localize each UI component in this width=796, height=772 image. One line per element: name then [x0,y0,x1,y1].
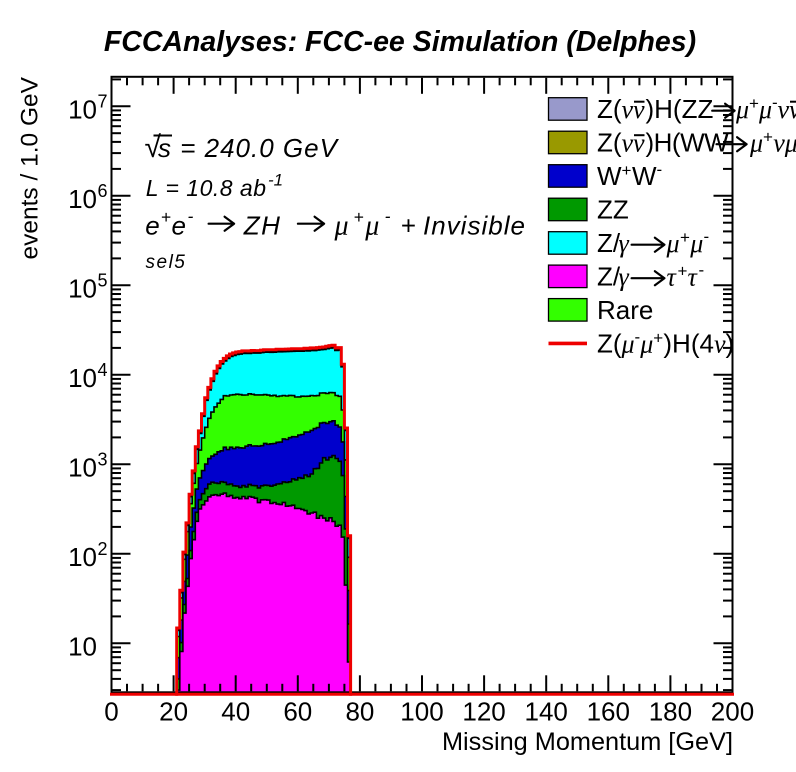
svg-text:10: 10 [68,453,97,483]
svg-text:τ: τ [667,263,678,292]
svg-text:+: + [680,228,690,247]
svg-text:2: 2 [98,539,108,559]
svg-text:τ: τ [688,263,699,292]
svg-text:-: - [772,93,778,112]
svg-text:0: 0 [104,697,118,727]
svg-text:120: 120 [462,697,505,727]
svg-text:)H(4: )H(4 [663,329,714,359]
svg-text:10: 10 [68,95,97,125]
svg-text:μ: μ [735,95,749,124]
svg-text:L = 10.8 ab: L = 10.8 ab [146,175,267,201]
svg-text:e: e [145,211,159,241]
svg-text:W: W [597,161,622,191]
svg-text:7: 7 [98,92,108,112]
svg-text:): ) [726,329,735,359]
svg-text:80: 80 [345,697,374,727]
svg-text:√: √ [145,131,162,164]
svg-text:ZH: ZH [243,211,282,241]
svg-text:Z(: Z( [597,94,622,124]
svg-text:μ: μ [689,229,703,258]
svg-text:+: + [401,211,416,241]
svg-text:ν: ν [714,330,726,359]
svg-text:Z/: Z/ [597,228,621,258]
svg-text:events / 1.0 GeV: events / 1.0 GeV [17,76,44,259]
svg-text:W: W [632,161,657,191]
svg-text:νν: νν [778,95,796,124]
svg-text:10: 10 [68,363,97,393]
svg-text:+: + [763,128,773,147]
svg-text:Z(: Z( [597,128,622,158]
svg-text:)H(ZZ: )H(ZZ [646,94,714,124]
svg-text:μ: μ [749,129,763,158]
svg-text:+: + [622,161,632,180]
svg-text:Z(: Z( [597,329,622,359]
svg-text:180: 180 [649,697,692,727]
svg-text:ν: ν [773,129,785,158]
svg-text:20: 20 [159,697,188,727]
svg-text:+: + [354,207,364,227]
svg-text:-: - [704,227,710,246]
svg-text:μ: μ [639,330,653,359]
svg-text:5: 5 [98,271,108,291]
svg-text:3: 3 [98,450,108,470]
svg-text:4: 4 [98,360,108,380]
svg-text:γ: γ [619,263,630,292]
svg-text:μ: μ [364,211,379,242]
svg-text:μ: μ [784,129,796,158]
svg-text:+: + [653,329,663,348]
svg-text:+: + [678,262,688,281]
svg-text:-1: -1 [268,171,283,190]
svg-text:60: 60 [283,697,312,727]
svg-text:νν: νν [622,95,646,124]
svg-text:6: 6 [98,181,108,201]
svg-text:200: 200 [711,697,754,727]
svg-text:νν: νν [622,129,646,158]
svg-text:ZZ: ZZ [597,195,629,225]
svg-text:μ: μ [334,211,349,242]
svg-text:-: - [385,206,391,226]
svg-text:10: 10 [68,184,97,214]
svg-text:Z/: Z/ [597,262,621,292]
svg-text:Missing Momentum [GeV]: Missing Momentum [GeV] [442,728,733,756]
svg-text:+: + [749,94,759,113]
svg-text:160: 160 [587,697,630,727]
svg-text:μ: μ [666,229,680,258]
svg-text:FCCAnalyses: FCC-ee Simulation: FCCAnalyses: FCC-ee Simulation (Delphes) [104,26,696,58]
svg-text:Rare: Rare [597,295,653,325]
svg-text:10: 10 [68,542,97,572]
svg-text:-: - [657,160,663,179]
svg-text:40: 40 [221,697,250,727]
svg-text:μ: μ [758,95,772,124]
svg-text:e: e [172,211,186,241]
svg-text:+: + [161,207,171,227]
svg-text:s = 240.0 GeV: s = 240.0 GeV [158,133,340,163]
svg-text:Invisible: Invisible [423,211,526,241]
svg-text:)H(WW: )H(WW [646,128,730,158]
svg-text:100: 100 [400,697,443,727]
svg-text:γ: γ [619,229,630,258]
svg-text:μ: μ [621,330,635,359]
svg-text:-: - [699,261,705,280]
svg-text:10: 10 [68,274,97,304]
svg-text:sel5: sel5 [146,252,187,273]
svg-text:-: - [635,328,641,347]
svg-text:10: 10 [68,632,97,662]
svg-text:-: - [188,206,194,226]
svg-text:140: 140 [525,697,568,727]
